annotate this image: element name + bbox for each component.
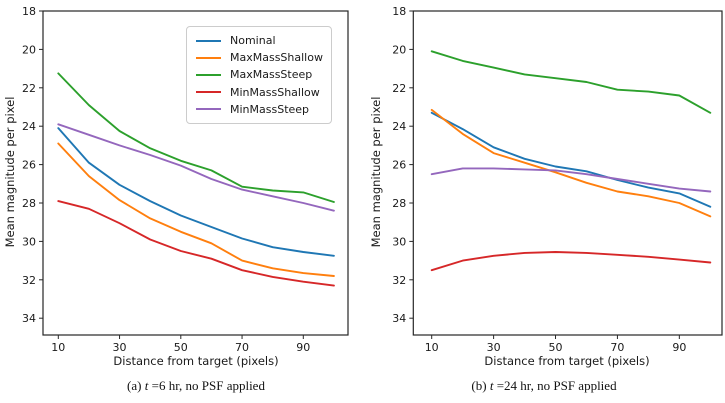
y-tick-label: 18 bbox=[22, 5, 36, 18]
series-line-maxmasssteep bbox=[430, 50, 712, 114]
x-tick-label: 70 bbox=[610, 341, 624, 354]
y-tick-label: 24 bbox=[392, 120, 406, 133]
plot-border bbox=[412, 10, 723, 336]
y-tick-label: 22 bbox=[392, 82, 406, 95]
caption-a-t: t bbox=[144, 378, 149, 393]
y-tick-label: 28 bbox=[392, 197, 406, 210]
series-line-minmasssteep bbox=[430, 167, 712, 193]
y-axis-label-a: Mean magnitude per pixel bbox=[3, 96, 17, 248]
x-tick-label: 70 bbox=[235, 341, 249, 354]
y-tick-label: 22 bbox=[22, 82, 36, 95]
y-tick-label: 18 bbox=[392, 5, 406, 18]
y-tick-label: 26 bbox=[392, 159, 406, 172]
y-axis-label-b: Mean magnitude per pixel bbox=[369, 96, 383, 248]
chart-panel-a: 18 20 22 24 26 28 30 32 34 10 30 50 70 90 bbox=[22, 5, 349, 354]
x-tick-label: 90 bbox=[296, 341, 310, 354]
y-tick-label: 30 bbox=[22, 235, 36, 248]
legend-label: MaxMassShallow bbox=[230, 51, 323, 65]
y-tick-label: 26 bbox=[22, 159, 36, 172]
x-tick-label: 50 bbox=[174, 341, 188, 354]
caption-b-t: t bbox=[489, 378, 494, 393]
x-tick-label: 50 bbox=[549, 341, 563, 354]
caption-b-prefix: (b) bbox=[471, 378, 490, 393]
legend-line-swatch bbox=[196, 108, 221, 111]
series-line-minmassshallow bbox=[430, 251, 712, 272]
legend-entry: MinMassSteep bbox=[196, 101, 323, 118]
legend: Nominal MaxMassShallow MaxMassSteep MinMass… bbox=[186, 26, 332, 124]
x-axis-label-a: Distance from target (pixels) bbox=[113, 354, 279, 368]
caption-a-prefix: (a) bbox=[127, 378, 145, 393]
y-tick-label: 32 bbox=[22, 274, 36, 287]
legend-entry: MaxMassSteep bbox=[196, 66, 323, 83]
caption-b-suffix: =24 hr, no PSF applied bbox=[493, 378, 617, 393]
series-line-nominal bbox=[57, 127, 335, 257]
x-tick-label: 30 bbox=[113, 341, 127, 354]
legend-line-swatch bbox=[196, 56, 221, 59]
legend-line-swatch bbox=[196, 91, 221, 94]
y-tick-label: 20 bbox=[392, 43, 406, 56]
caption-b: (b) t =24 hr, no PSF applied bbox=[363, 378, 725, 394]
series-line-minmassshallow bbox=[57, 200, 335, 287]
series-line-maxmassshallow bbox=[57, 142, 335, 277]
legend-line-swatch bbox=[196, 39, 221, 42]
series-line-nominal bbox=[430, 111, 712, 208]
y-tick-label: 34 bbox=[392, 312, 406, 325]
legend-label: MaxMassSteep bbox=[230, 68, 313, 82]
caption-a: (a) t =6 hr, no PSF applied bbox=[0, 378, 392, 394]
caption-a-suffix: =6 hr, no PSF applied bbox=[148, 378, 265, 393]
legend-label: MinMassShallow bbox=[230, 85, 320, 99]
chart-panel-b: 18 20 22 24 26 28 30 32 34 10 30 50 70 90 bbox=[392, 5, 723, 354]
x-tick-label: 90 bbox=[672, 341, 686, 354]
y-tick-label: 28 bbox=[22, 197, 36, 210]
y-tick-label: 24 bbox=[22, 120, 36, 133]
legend-entry: MaxMassShallow bbox=[196, 49, 323, 66]
x-axis-label-b: Distance from target (pixels) bbox=[484, 354, 650, 368]
legend-label: Nominal bbox=[230, 34, 276, 48]
y-tick-label: 30 bbox=[392, 235, 406, 248]
x-tick-label: 30 bbox=[487, 341, 501, 354]
series-line-maxmasssteep bbox=[57, 72, 335, 203]
y-tick-label: 32 bbox=[392, 274, 406, 287]
x-tick-label: 10 bbox=[425, 341, 439, 354]
legend-label: MinMassSteep bbox=[230, 102, 310, 116]
legend-entry: Nominal bbox=[196, 32, 323, 49]
legend-line-swatch bbox=[196, 73, 221, 76]
series-line-maxmassshallow bbox=[430, 108, 712, 218]
x-tick-label: 10 bbox=[51, 341, 65, 354]
series-line-minmasssteep bbox=[57, 123, 335, 212]
legend-entry: MinMassShallow bbox=[196, 84, 323, 101]
y-tick-label: 20 bbox=[22, 43, 36, 56]
y-tick-label: 34 bbox=[22, 312, 36, 325]
plot-border bbox=[42, 10, 349, 336]
